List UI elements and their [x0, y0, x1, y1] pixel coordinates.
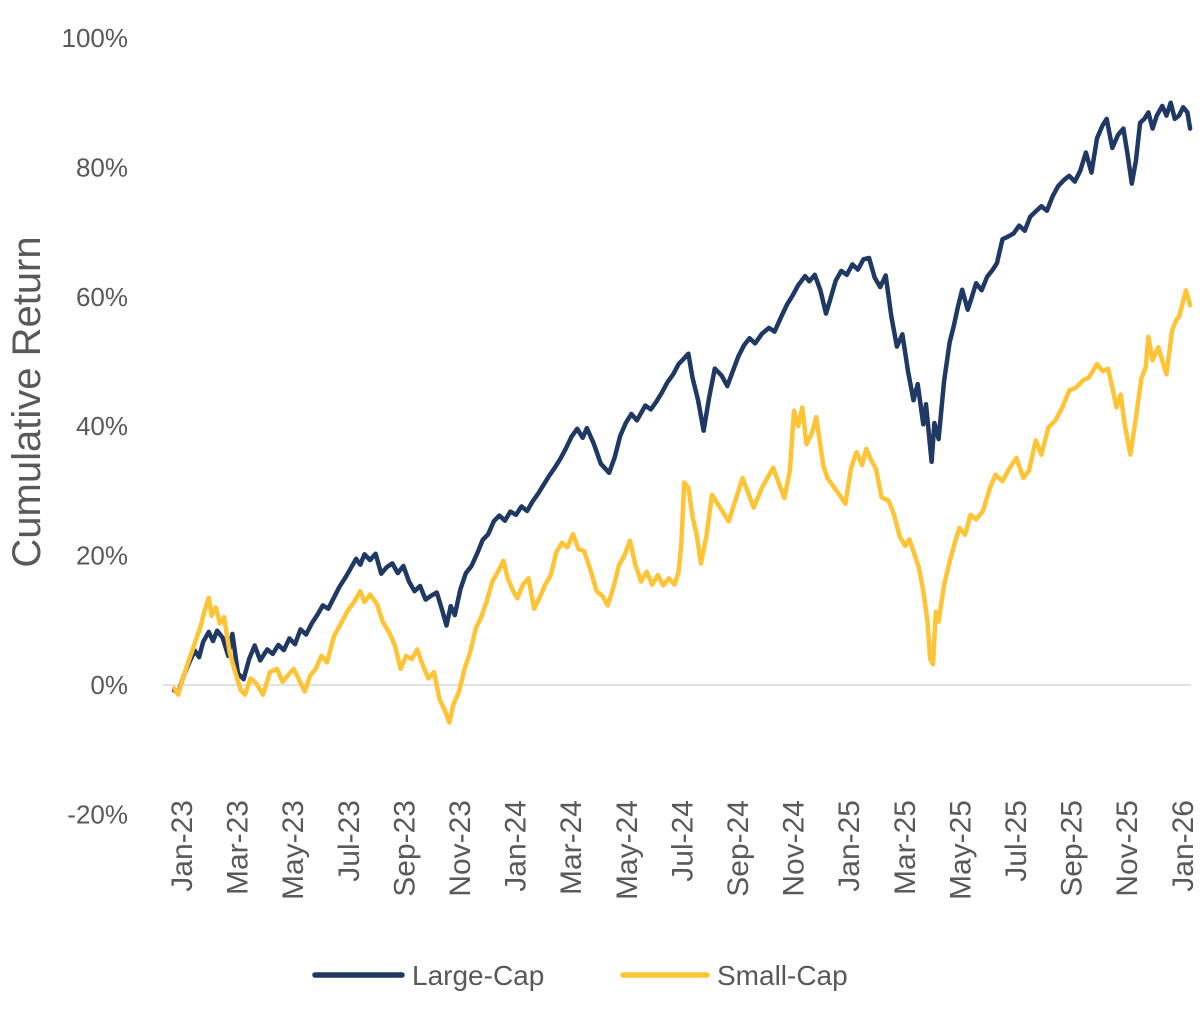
y-tick-label-40: 40% [76, 411, 128, 441]
x-tick-label-Nov-23: Nov-23 [444, 800, 477, 897]
y-tick-label-60: 60% [76, 282, 128, 312]
x-tick-label-Jul-25: Jul-25 [1000, 800, 1033, 882]
x-tick-label-Jan-26: Jan-26 [1167, 800, 1200, 892]
x-tick-label-May-24: May-24 [611, 800, 644, 900]
y-axis-title: Cumulative Return [5, 236, 49, 567]
y-tick-label-100: 100% [62, 23, 129, 53]
x-tick-label-Jul-24: Jul-24 [666, 800, 699, 882]
series-lines [171, 100, 1193, 725]
x-tick-label-Mar-24: Mar-24 [555, 800, 588, 895]
y-tick-label-0: 0% [90, 670, 128, 700]
x-tick-label-Mar-25: Mar-25 [889, 800, 922, 895]
x-tick-label-Nov-25: Nov-25 [1111, 800, 1144, 897]
x-tick-label-Nov-24: Nov-24 [778, 800, 811, 897]
x-tick-label-Jul-23: Jul-23 [333, 800, 366, 882]
small-cap-line [171, 288, 1193, 725]
x-tick-label-Sep-24: Sep-24 [722, 800, 755, 897]
x-tick-label-May-23: May-23 [277, 800, 310, 900]
x-tick-label-May-25: May-25 [944, 800, 977, 900]
large-cap-legend-label: Large-Cap [412, 960, 544, 991]
y-tick-label-20: 20% [76, 541, 128, 571]
y-tick-label-80: 80% [76, 152, 128, 182]
x-axis-tick-labels: Jan-23 Mar-23 May-23 Jul-23 Sep-23 Nov-23 Jan-… [166, 800, 1200, 900]
x-tick-label-Sep-25: Sep-25 [1056, 800, 1089, 897]
x-tick-label-Sep-23: Sep-23 [388, 800, 421, 897]
legend: Large-Cap Small-Cap [312, 960, 848, 991]
x-tick-label-Jan-23: Jan-23 [166, 800, 199, 892]
y-axis-tick-labels: 100% 80% 60% 40% 20% 0% -20% [62, 23, 129, 829]
small-cap-legend-label: Small-Cap [717, 960, 848, 991]
x-tick-label-Mar-23: Mar-23 [222, 800, 255, 895]
large-cap-line [171, 100, 1193, 696]
x-tick-label-Jan-25: Jan-25 [833, 800, 866, 892]
y-tick-label--20: -20% [67, 799, 128, 829]
x-tick-label-Jan-24: Jan-24 [500, 800, 533, 892]
